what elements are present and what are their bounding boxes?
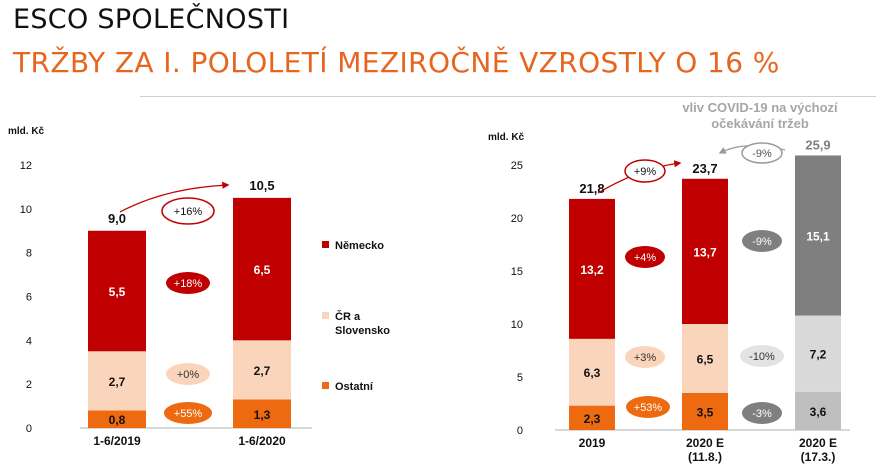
covid-impact-ostatni-label: -3% bbox=[752, 408, 772, 420]
left-y-tick: 6 bbox=[26, 292, 32, 304]
left-growth-total bbox=[161, 197, 215, 225]
left-y-tick: 2 bbox=[26, 379, 32, 391]
left-bar-label: 6,5 bbox=[254, 263, 271, 277]
right-category-label: 2019 bbox=[579, 436, 606, 450]
covid-impact-nemecko-label: -9% bbox=[752, 236, 772, 248]
left-growth-ostatni-label: +55% bbox=[174, 408, 203, 420]
legend-label: Ostatní bbox=[335, 381, 374, 393]
right-bar-2 bbox=[682, 178, 728, 324]
right-bar-1 bbox=[795, 315, 841, 392]
page-title: ESCO SPOLEČNOSTI bbox=[13, 4, 290, 35]
left-bar-0 bbox=[233, 399, 291, 428]
right-y-tick: 15 bbox=[511, 266, 523, 278]
right-growth-nemecko-label: +4% bbox=[634, 252, 657, 264]
right-category-label: 2020 E bbox=[799, 436, 837, 450]
right-y-tick: 5 bbox=[517, 372, 523, 384]
right-total-label: 21,8 bbox=[579, 181, 604, 196]
right-category-label-2: (17.3.) bbox=[801, 450, 836, 464]
left-y-tick: 10 bbox=[20, 204, 32, 216]
left-category-label: 1-6/2019 bbox=[93, 434, 141, 448]
right-growth-cr bbox=[625, 346, 665, 368]
left-bar-label: 2,7 bbox=[254, 364, 271, 378]
legend-swatch bbox=[322, 312, 329, 319]
right-growth-ostatni bbox=[626, 396, 670, 418]
legend-swatch bbox=[322, 241, 329, 248]
right-y-tick: 0 bbox=[517, 425, 523, 437]
covid-impact-cr-label: -10% bbox=[749, 351, 775, 363]
left-bar-2 bbox=[233, 197, 291, 341]
right-growth-total-label: +9% bbox=[634, 166, 657, 178]
right-category-label: 2020 E bbox=[686, 436, 724, 450]
left-growth-total-label: +16% bbox=[174, 206, 203, 218]
right-y-tick: 10 bbox=[511, 319, 523, 331]
left-bar-2 bbox=[88, 230, 146, 352]
left-bar-1 bbox=[233, 340, 291, 400]
left-bar-label: 5,5 bbox=[109, 285, 126, 299]
left-bar-1 bbox=[88, 351, 146, 411]
left-y-tick: 0 bbox=[26, 423, 32, 435]
right-category-label-2: (11.8.) bbox=[688, 450, 722, 464]
right-bar-2 bbox=[569, 198, 615, 339]
left-bar-0 bbox=[88, 410, 146, 428]
right-unit-label: mld. Kč bbox=[488, 132, 525, 143]
right-bar-label: 13,2 bbox=[580, 263, 604, 277]
title-divider bbox=[140, 96, 876, 97]
legend-label: Slovensko bbox=[335, 325, 390, 337]
page-subtitle: TRŽBY ZA I. POLOLETÍ MEZIROČNĚ VZROSTLY … bbox=[13, 46, 780, 79]
right-y-tick: 20 bbox=[511, 213, 523, 225]
right-total-label: 23,7 bbox=[692, 161, 717, 176]
covid-impact-nemecko bbox=[742, 230, 782, 252]
left-growth-cr bbox=[166, 363, 210, 385]
right-y-tick: 25 bbox=[511, 160, 523, 172]
legend-label: ČR a bbox=[335, 310, 361, 323]
right-bar-label: 15,1 bbox=[806, 229, 830, 243]
covid-impact-cr bbox=[740, 345, 784, 367]
right-bar-0 bbox=[569, 405, 615, 430]
covid-impact-ostatni bbox=[742, 402, 782, 424]
right-bar-label: 6,5 bbox=[697, 352, 714, 366]
right-bar-label: 3,5 bbox=[697, 405, 714, 419]
left-bar-label: 2,7 bbox=[109, 375, 126, 389]
right-bar-0 bbox=[795, 391, 841, 430]
right-bar-2 bbox=[795, 155, 841, 316]
right-bar-label: 7,2 bbox=[810, 348, 827, 362]
left-category-label: 1-6/2020 bbox=[238, 434, 286, 448]
right-bar-1 bbox=[569, 338, 615, 406]
right-bar-label: 2,3 bbox=[584, 412, 601, 426]
right-bar-label: 6,3 bbox=[584, 366, 601, 380]
left-growth-nemecko bbox=[166, 272, 210, 294]
left-y-tick: 4 bbox=[26, 335, 32, 347]
left-bar-label: 0,8 bbox=[109, 413, 126, 427]
covid-impact-total bbox=[741, 142, 783, 164]
covid-note-line1: vliv COVID-19 na výchozí bbox=[682, 100, 838, 115]
left-growth-nemecko-label: +18% bbox=[174, 278, 203, 290]
right-growth-cr-label: +3% bbox=[634, 352, 657, 364]
right-bar-0 bbox=[682, 392, 728, 430]
left-y-tick: 8 bbox=[26, 248, 32, 260]
covid-impact-total-label: -9% bbox=[752, 148, 772, 160]
left-y-tick: 12 bbox=[20, 160, 32, 172]
left-growth-cr-label: +0% bbox=[177, 369, 200, 381]
right-bar-1 bbox=[682, 324, 728, 393]
left-bar-label: 1,3 bbox=[254, 408, 271, 422]
covid-note-line2: očekávání tržeb bbox=[711, 116, 809, 131]
right-growth-ostatni-label: +53% bbox=[634, 402, 663, 414]
right-total-label: 25,9 bbox=[805, 137, 830, 152]
right-bar-label: 13,7 bbox=[693, 245, 717, 259]
left-growth-ostatni bbox=[164, 402, 212, 424]
legend-label: Německo bbox=[335, 240, 384, 252]
legend-swatch bbox=[322, 382, 329, 389]
right-bar-label: 3,6 bbox=[810, 405, 827, 419]
left-growth-arrow bbox=[119, 181, 230, 213]
left-total-label: 10,5 bbox=[249, 178, 274, 193]
right-growth-total bbox=[624, 159, 666, 183]
left-total-label: 9,0 bbox=[108, 211, 126, 226]
right-growth-nemecko bbox=[625, 246, 665, 268]
left-unit-label: mld. Kč bbox=[8, 126, 45, 137]
